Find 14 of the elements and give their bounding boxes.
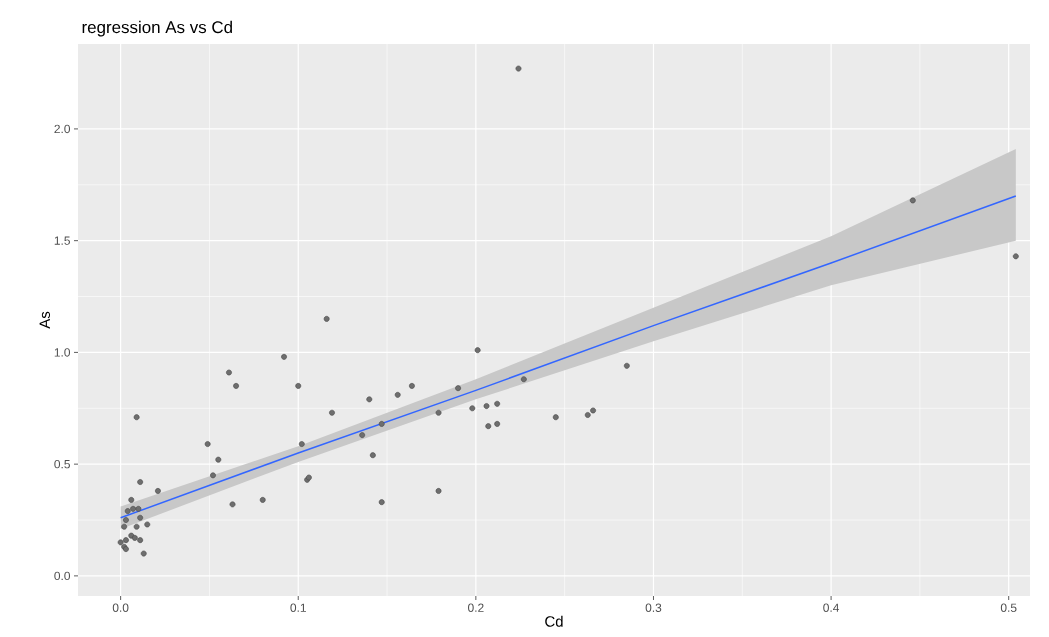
chart-title: regression As vs Cd bbox=[82, 20, 232, 37]
y-tick-label: 1.0 bbox=[54, 348, 71, 357]
x-tick-label: 0.3 bbox=[645, 603, 662, 612]
y-tick-label: 2.0 bbox=[54, 124, 71, 134]
x-axis-title: Cd bbox=[545, 615, 563, 627]
x-tick-label: 0.2 bbox=[468, 603, 484, 612]
y-tick-label: 0.5 bbox=[54, 459, 70, 469]
x-tick-label: 0.0 bbox=[112, 603, 129, 612]
y-tick-label: 0.0 bbox=[54, 571, 71, 581]
y-tick-label: 1.5 bbox=[54, 236, 70, 245]
x-tick-label: 0.1 bbox=[290, 603, 306, 612]
x-tick-label: 0.5 bbox=[1000, 603, 1017, 612]
y-axis-title: As bbox=[39, 311, 51, 329]
x-tick-label: 0.4 bbox=[823, 603, 840, 612]
